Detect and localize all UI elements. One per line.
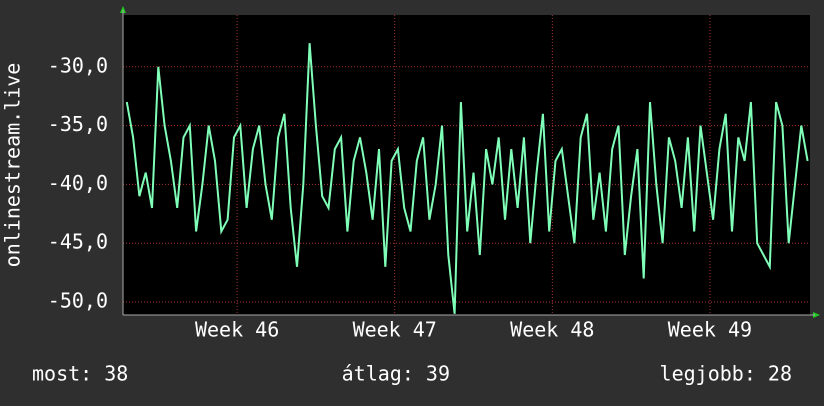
y-tick-label: -35,0 (48, 112, 108, 136)
y-axis-label: onlinestream.live (1, 63, 25, 268)
y-tick-label: -40,0 (48, 171, 108, 195)
y-axis-arrow (120, 6, 126, 13)
x-tick-label: Week 48 (510, 318, 594, 342)
x-axis-arrow (813, 312, 820, 318)
footer-best: legjobb: 28 (660, 362, 792, 386)
y-tick-label: -45,0 (48, 230, 108, 254)
footer-current: most: 38 (32, 362, 128, 386)
y-tick-label: -50,0 (48, 289, 108, 313)
y-tick-label: -30,0 (48, 53, 108, 77)
footer-average: átlag: 39 (342, 362, 450, 386)
x-tick-label: Week 47 (353, 318, 437, 342)
data-line (125, 43, 809, 314)
x-tick-label: Week 46 (195, 318, 279, 342)
x-tick-label: Week 49 (668, 318, 752, 342)
plot-area (123, 15, 810, 315)
